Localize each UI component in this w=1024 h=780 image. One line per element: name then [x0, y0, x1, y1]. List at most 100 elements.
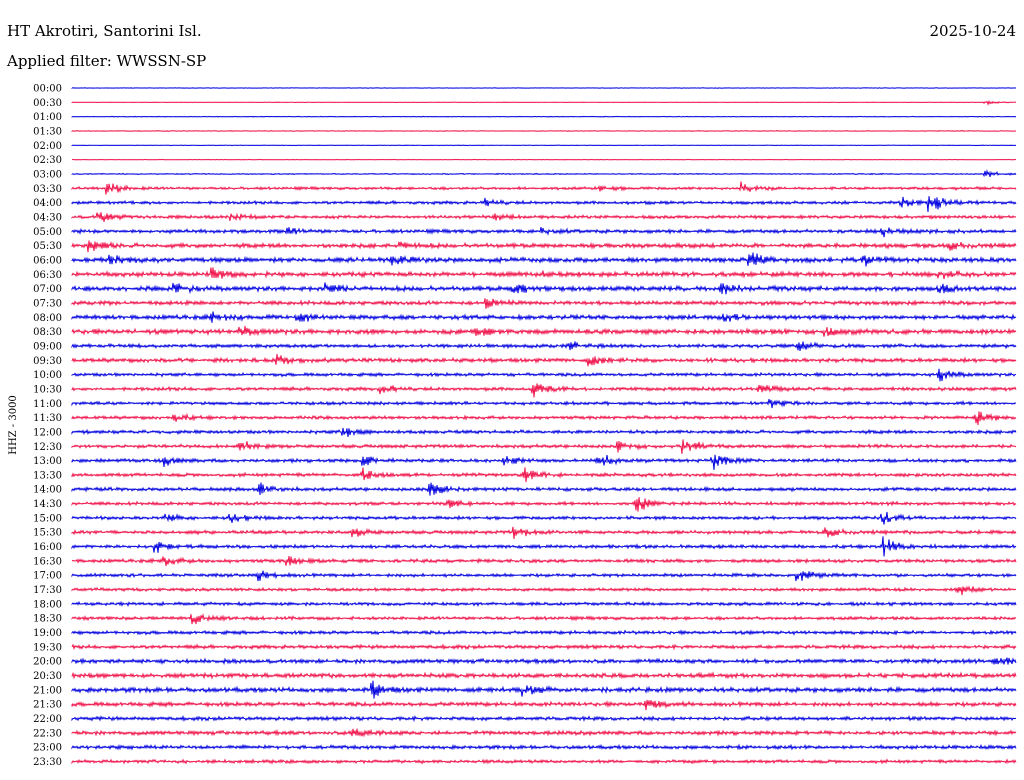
station-title: HT Akrotiri, Santorini Isl.	[7, 22, 202, 40]
time-label: 18:00	[33, 599, 62, 610]
time-label: 02:30	[33, 155, 62, 166]
trace-line	[71, 743, 1017, 751]
trace-line	[71, 325, 1017, 337]
record-date: 2025-10-24	[930, 22, 1016, 40]
time-label: 01:30	[33, 126, 62, 137]
trace-line	[71, 699, 1017, 711]
time-label: 03:00	[33, 169, 62, 180]
y-axis-label: HHZ - 3000	[8, 395, 19, 455]
trace-line	[71, 570, 1017, 582]
trace-line	[71, 411, 1017, 426]
time-label: 01:00	[33, 112, 62, 123]
trace-line	[71, 100, 1017, 106]
time-label: 17:30	[33, 585, 62, 596]
trace-line	[71, 341, 1017, 351]
trace-line	[71, 511, 1017, 525]
trace-group	[71, 87, 1017, 765]
time-label: 09:00	[33, 341, 62, 352]
time-label: 22:00	[33, 714, 62, 725]
time-label: 16:30	[33, 556, 62, 567]
trace-line	[71, 526, 1017, 540]
trace-line	[71, 267, 1017, 280]
trace-line	[71, 629, 1017, 636]
time-label: 07:30	[33, 298, 62, 309]
time-label: 15:00	[33, 513, 62, 524]
trace-line	[71, 536, 1017, 557]
trace-line	[71, 252, 1017, 267]
time-label: 20:00	[33, 657, 62, 668]
time-label: 12:00	[33, 427, 62, 438]
trace-line	[71, 129, 1017, 133]
trace-line	[71, 600, 1017, 608]
trace-line	[71, 556, 1017, 567]
time-label: 16:00	[33, 542, 62, 553]
trace-line	[71, 169, 1017, 178]
time-label: 06:30	[33, 270, 62, 281]
trace-line	[71, 427, 1017, 437]
trace-line	[71, 240, 1017, 253]
time-label: 07:00	[33, 284, 62, 295]
trace-line	[71, 657, 1017, 666]
trace-line	[71, 497, 1017, 512]
time-label: 20:30	[33, 671, 62, 682]
trace-line	[71, 87, 1017, 89]
time-label: 04:30	[33, 212, 62, 223]
trace-line	[71, 368, 1017, 382]
trace-line	[71, 585, 1017, 596]
trace-line	[71, 454, 1017, 470]
time-label: 23:30	[33, 757, 62, 768]
time-label: 00:30	[33, 98, 62, 109]
time-label: 05:00	[33, 227, 62, 238]
trace-line	[71, 643, 1017, 651]
trace-line	[71, 398, 1017, 409]
time-label: 21:00	[33, 685, 62, 696]
trace-line	[71, 439, 1017, 454]
trace-line	[71, 728, 1017, 738]
time-label: 02:00	[33, 141, 62, 152]
trace-line	[71, 212, 1017, 222]
trace-line	[71, 282, 1017, 295]
trace-line	[71, 227, 1017, 238]
time-label: 10:30	[33, 384, 62, 395]
time-label: 10:00	[33, 370, 62, 381]
time-label: 18:30	[33, 614, 62, 625]
time-label: 08:30	[33, 327, 62, 338]
time-label: 12:30	[33, 442, 62, 453]
time-label: 13:00	[33, 456, 62, 467]
time-label: 09:30	[33, 356, 62, 367]
trace-line	[71, 680, 1017, 699]
time-label: 17:00	[33, 571, 62, 582]
time-label: 14:30	[33, 499, 62, 510]
trace-line	[71, 311, 1017, 323]
trace-line	[71, 482, 1017, 496]
time-label: 00:00	[33, 84, 62, 95]
trace-line	[71, 383, 1017, 398]
time-label: 13:30	[33, 470, 62, 481]
trace-line	[71, 758, 1017, 765]
time-label: 06:00	[33, 255, 62, 266]
time-label: 19:00	[33, 628, 62, 639]
trace-line	[71, 144, 1017, 147]
time-label: 11:00	[33, 399, 62, 410]
time-label: 21:30	[33, 700, 62, 711]
trace-line	[71, 298, 1017, 309]
time-label: 23:00	[33, 743, 62, 754]
trace-line	[71, 354, 1017, 367]
trace-line	[71, 181, 1017, 195]
time-label: 05:30	[33, 241, 62, 252]
trace-line	[71, 158, 1017, 161]
trace-line	[71, 714, 1017, 723]
time-label: 11:30	[33, 413, 62, 424]
trace-line	[71, 671, 1017, 680]
time-label: 03:30	[33, 184, 62, 195]
trace-line	[71, 467, 1017, 483]
time-label: 14:00	[33, 485, 62, 496]
trace-line	[71, 115, 1017, 118]
time-label: 19:30	[33, 642, 62, 653]
trace-line	[71, 196, 1017, 213]
time-label: 08:00	[33, 313, 62, 324]
trace-line	[71, 612, 1017, 625]
time-label: 15:30	[33, 528, 62, 539]
time-label: 04:00	[33, 198, 62, 209]
